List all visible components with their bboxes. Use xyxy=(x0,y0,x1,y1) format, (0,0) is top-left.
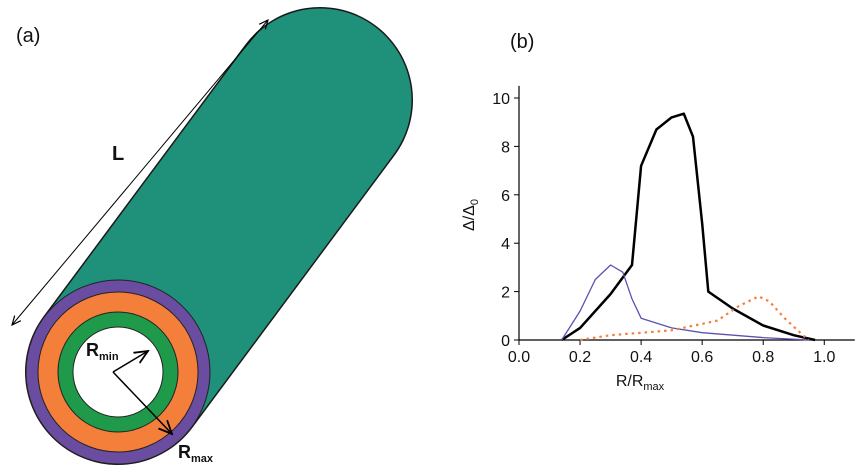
length-label: L xyxy=(112,143,124,165)
x-tick-label: 0.8 xyxy=(752,349,774,366)
y-tick-label: 4 xyxy=(501,236,510,253)
rmax-sub: max xyxy=(191,453,214,465)
x-label-sub: max xyxy=(643,381,664,393)
y-tick-label: 0 xyxy=(501,333,510,350)
rmin-sub: min xyxy=(99,351,119,363)
y-label-sub: 0 xyxy=(469,199,481,205)
x-axis-label: R/Rmax xyxy=(616,373,665,393)
core xyxy=(72,326,164,418)
rmin-base: R xyxy=(86,340,99,360)
series-line xyxy=(579,295,810,342)
panel-label: (a) xyxy=(16,25,40,47)
panel-label: (b) xyxy=(510,31,534,53)
rmax-label: Rmax xyxy=(178,442,214,465)
y-tick-label: 6 xyxy=(501,188,510,205)
y-axis-label: Δ/Δ0 xyxy=(461,199,481,231)
rmin-arrow xyxy=(112,351,148,373)
length-arrow xyxy=(12,20,268,325)
x-label-base: R/R xyxy=(616,373,644,390)
y-tick-label: 8 xyxy=(501,139,510,156)
rmin-label: Rmin xyxy=(86,340,119,363)
cylinder xyxy=(25,7,413,465)
rmax-base: R xyxy=(178,442,191,462)
rmax-arrow xyxy=(112,371,172,434)
series-line xyxy=(561,112,816,342)
x-tick-label: 0.2 xyxy=(569,349,591,366)
y-tick-label: 2 xyxy=(501,285,510,302)
y-tick-label: 10 xyxy=(492,91,510,108)
x-tick-label: 1.0 xyxy=(813,349,835,366)
x-tick-label: 0.0 xyxy=(508,349,530,366)
series-line xyxy=(561,264,810,341)
x-tick-label: 0.6 xyxy=(691,349,713,366)
y-label-base: Δ/Δ xyxy=(461,205,478,231)
x-tick-label: 0.4 xyxy=(630,349,652,366)
